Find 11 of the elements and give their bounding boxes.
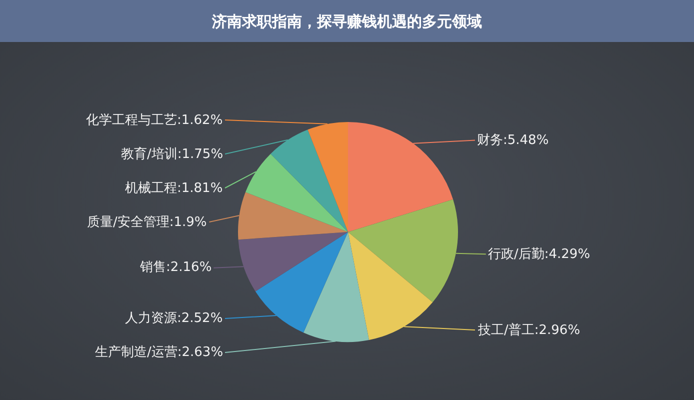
slice-label: 技工/普工:2.96% <box>477 322 580 338</box>
slice-label: 人力资源:2.52% <box>125 311 223 326</box>
slice-label: 教育/培训:1.75% <box>121 146 224 162</box>
slice-label: 财务:5.48% <box>477 133 549 148</box>
slice-label: 化学工程与工艺:1.62% <box>86 113 223 128</box>
slice-label: 销售:2.16% <box>139 260 212 275</box>
slice-label: 生产制造/运营:2.63% <box>95 345 224 360</box>
slice-label: 机械工程:1.81% <box>125 181 223 196</box>
chart-title: 济南求职指南，探寻赚钱机遇的多元领域 <box>211 12 482 30</box>
slice-label: 质量/安全管理:1.9% <box>87 214 207 230</box>
slice-label: 行政/后勤:4.29% <box>488 247 590 262</box>
